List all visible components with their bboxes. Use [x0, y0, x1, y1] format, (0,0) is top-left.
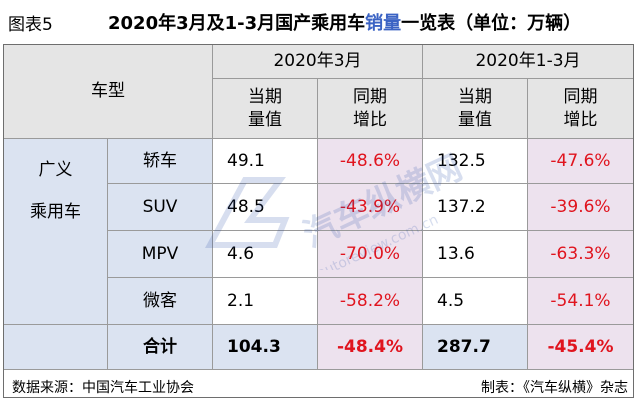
total-spacer [4, 325, 108, 370]
source-note: 数据来源：中国汽车工业协会 [12, 380, 194, 396]
row-ytd-yoy: -47.6% [528, 139, 633, 184]
page-title: 2020年3月及1-3月国产乘用车销量一览表（单位：万辆） [108, 9, 581, 35]
header-ytd-yoy: 同期 增比 [528, 79, 633, 139]
header-period-march: 2020年3月 [213, 45, 423, 79]
row-mar-yoy: -48.6% [318, 139, 423, 184]
row-mar-value: 48.5 [213, 184, 318, 231]
credit-note: 制表：《汽车纵横》杂志 [481, 380, 628, 396]
row-ytd-yoy: -54.1% [528, 278, 633, 325]
header-period-ytd: 2020年1-3月 [423, 45, 633, 79]
category-cell: 广义 乘用车 [4, 139, 108, 325]
header-current-line2: 量值 [458, 109, 492, 130]
row-type: MPV [108, 231, 213, 278]
header-march-current: 当期 量值 [213, 79, 318, 139]
row-type: SUV [108, 184, 213, 231]
header-yoy-line1: 同期 [563, 86, 598, 107]
total-mar-value: 104.3 [213, 325, 318, 370]
row-type: 轿车 [108, 139, 213, 184]
title-text: 2020年3月及1-3月国产乘用车 [108, 13, 366, 34]
row-ytd-value: 13.6 [423, 231, 528, 278]
sales-table: 车型 2020年3月 2020年1-3月 当期 量值 同期 增比 当期 量值 同… [3, 44, 634, 398]
header-ytd-current: 当期 量值 [423, 79, 528, 139]
header-yoy-line2: 增比 [563, 109, 598, 130]
header-current-line1: 当期 [458, 86, 492, 107]
row-ytd-value: 137.2 [423, 184, 528, 231]
category-line1: 广义 [38, 160, 73, 180]
total-label: 合计 [108, 325, 213, 370]
row-mar-yoy: -70.0% [318, 231, 423, 278]
row-mar-yoy: -43.9% [318, 184, 423, 231]
total-ytd-value: 287.7 [423, 325, 528, 370]
header-vehicle-type: 车型 [4, 45, 213, 139]
header-yoy-line1: 同期 [353, 86, 387, 107]
row-ytd-yoy: -39.6% [528, 184, 633, 231]
row-mar-yoy: -58.2% [318, 278, 423, 325]
row-type: 微客 [108, 278, 213, 325]
row-mar-value: 2.1 [213, 278, 318, 325]
total-ytd-yoy: -45.4% [528, 325, 633, 370]
total-mar-yoy: -48.4% [318, 325, 423, 370]
header-current-line2: 量值 [248, 109, 282, 130]
header-current-line1: 当期 [248, 86, 282, 107]
title-unit: 一览表（单位：万辆） [401, 13, 582, 34]
category-line2: 乘用车 [30, 202, 81, 222]
header-march-yoy: 同期 增比 [318, 79, 423, 139]
row-ytd-value: 4.5 [423, 278, 528, 325]
header-yoy-line2: 增比 [353, 109, 387, 130]
figure-label: 图表5 [8, 15, 53, 35]
row-ytd-yoy: -63.3% [528, 231, 633, 278]
row-ytd-value: 132.5 [423, 139, 528, 184]
row-mar-value: 49.1 [213, 139, 318, 184]
title-highlight: 销量 [365, 13, 402, 34]
row-mar-value: 4.6 [213, 231, 318, 278]
title-bar: 图表5 2020年3月及1-3月国产乘用车销量一览表（单位：万辆） [0, 0, 638, 44]
